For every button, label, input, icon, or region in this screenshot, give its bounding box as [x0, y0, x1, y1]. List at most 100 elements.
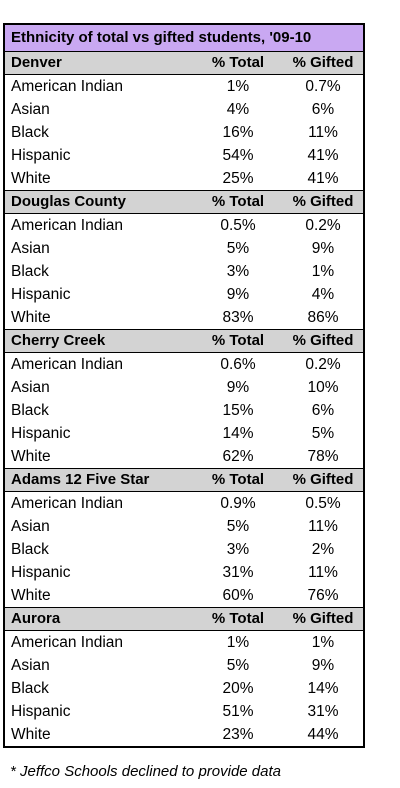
percent-total-cell: 0.5% [220, 217, 256, 234]
table-row: American Indian 0.6% 0.2% [5, 353, 363, 376]
percent-total-cell: 20% [222, 680, 254, 697]
group-name: Douglas County [11, 193, 126, 210]
percent-gifted-cell: 41% [307, 147, 339, 164]
percent-gifted-cell: 86% [307, 309, 339, 326]
ethnicity-label: Hispanic [11, 703, 71, 720]
table-row: American Indian 0.5% 0.2% [5, 214, 363, 237]
percent-total-cell: 23% [222, 726, 254, 743]
table-group: Denver % Total % Gifted American Indian 1% 0.… [5, 52, 363, 190]
percent-total-cell: 83% [222, 309, 254, 326]
ethnicity-label: Asian [11, 240, 50, 257]
table-row: Hispanic 51% 31% [5, 700, 363, 723]
column-header-total: % Total [211, 54, 265, 71]
ethnicity-label: American Indian [11, 495, 124, 512]
ethnicity-label: Black [11, 402, 49, 419]
table-row: White 23% 44% [5, 723, 363, 746]
percent-gifted-cell: 11% [308, 564, 338, 581]
table-group: Douglas County % Total % Gifted American In… [5, 190, 363, 329]
table-groups: Denver % Total % Gifted American Indian 1% 0.… [5, 52, 363, 746]
percent-total-cell: 14% [222, 425, 254, 442]
ethnicity-label: American Indian [11, 217, 124, 234]
percent-gifted-cell: 9% [311, 657, 335, 674]
column-header-total: % Total [211, 332, 265, 349]
percent-total-cell: 5% [226, 657, 250, 674]
percent-gifted-cell: 0.7% [305, 78, 341, 95]
percent-total-cell: 1% [226, 78, 250, 95]
percent-gifted-cell: 9% [311, 240, 335, 257]
ethnicity-label: Hispanic [11, 286, 71, 303]
ethnicity-label: Hispanic [11, 564, 71, 581]
table-row: Hispanic 31% 11% [5, 561, 363, 584]
data-table: Ethnicity of total vs gifted students, '… [3, 23, 365, 748]
group-header-row: Denver % Total % Gifted [5, 52, 363, 75]
table-row: Black 3% 2% [5, 538, 363, 561]
ethnicity-label: Asian [11, 518, 50, 535]
percent-gifted-cell: 78% [307, 448, 339, 465]
table-row: White 83% 86% [5, 306, 363, 329]
column-header-gifted: % Gifted [292, 193, 354, 210]
ethnicity-label: American Indian [11, 356, 124, 373]
group-header-row: Adams 12 Five Star % Total % Gifted [5, 468, 363, 492]
group-header-row: Douglas County % Total % Gifted [5, 190, 363, 214]
ethnicity-label: Black [11, 124, 49, 141]
ethnicity-label: Hispanic [11, 147, 71, 164]
percent-gifted-cell: 0.2% [305, 356, 341, 373]
table-row: Asian 5% 9% [5, 237, 363, 260]
ethnicity-label: White [11, 309, 51, 326]
percent-total-cell: 9% [226, 286, 250, 303]
percent-gifted-cell: 14% [307, 680, 339, 697]
column-header-gifted: % Gifted [292, 54, 354, 71]
percent-gifted-cell: 5% [311, 425, 335, 442]
percent-total-cell: 3% [226, 541, 250, 558]
table-row: American Indian 1% 0.7% [5, 75, 363, 98]
ethnicity-label: White [11, 170, 51, 187]
percent-total-cell: 16% [222, 124, 254, 141]
percent-gifted-cell: 1% [311, 634, 335, 651]
percent-total-cell: 0.6% [220, 356, 256, 373]
ethnicity-label: Asian [11, 101, 50, 118]
table-row: Asian 4% 6% [5, 98, 363, 121]
percent-total-cell: 4% [226, 101, 250, 118]
percent-total-cell: 51% [222, 703, 254, 720]
percent-gifted-cell: 2% [311, 541, 335, 558]
group-name: Aurora [11, 610, 61, 627]
percent-total-cell: 0.9% [220, 495, 256, 512]
table-group: Aurora % Total % Gifted American Indian 1% 1%… [5, 607, 363, 746]
table-row: Hispanic 14% 5% [5, 422, 363, 445]
group-name: Cherry Creek [11, 332, 106, 349]
table-row: Black 3% 1% [5, 260, 363, 283]
percent-gifted-cell: 11% [308, 124, 338, 141]
percent-gifted-cell: 6% [311, 402, 335, 419]
ethnicity-label: White [11, 448, 51, 465]
footnote: * Jeffco Schools declined to provide dat… [10, 763, 282, 780]
ethnicity-label: American Indian [11, 78, 124, 95]
table-row: Black 15% 6% [5, 399, 363, 422]
column-header-total: % Total [211, 471, 265, 488]
ethnicity-label: White [11, 726, 51, 743]
percent-total-cell: 31% [222, 564, 254, 581]
ethnicity-label: Hispanic [11, 425, 71, 442]
percent-gifted-cell: 0.2% [305, 217, 341, 234]
percent-total-cell: 25% [222, 170, 254, 187]
table-row: Asian 9% 10% [5, 376, 363, 399]
table-row: Hispanic 54% 41% [5, 144, 363, 167]
group-name: Denver [11, 54, 62, 71]
table-group: Adams 12 Five Star % Total % Gifted America… [5, 468, 363, 607]
ethnicity-label: Asian [11, 379, 50, 396]
group-header-row: Aurora % Total % Gifted [5, 607, 363, 631]
percent-gifted-cell: 10% [307, 379, 339, 396]
percent-total-cell: 5% [226, 240, 250, 257]
percent-total-cell: 15% [222, 402, 254, 419]
group-header-row: Cherry Creek % Total % Gifted [5, 329, 363, 353]
ethnicity-label: Black [11, 263, 49, 280]
column-header-total: % Total [211, 193, 265, 210]
column-header-gifted: % Gifted [292, 471, 354, 488]
percent-total-cell: 9% [226, 379, 250, 396]
table-row: Black 16% 11% [5, 121, 363, 144]
percent-gifted-cell: 11% [308, 518, 338, 535]
percent-gifted-cell: 6% [311, 101, 335, 118]
percent-gifted-cell: 41% [307, 170, 339, 187]
table-row: White 62% 78% [5, 445, 363, 468]
percent-total-cell: 54% [222, 147, 254, 164]
